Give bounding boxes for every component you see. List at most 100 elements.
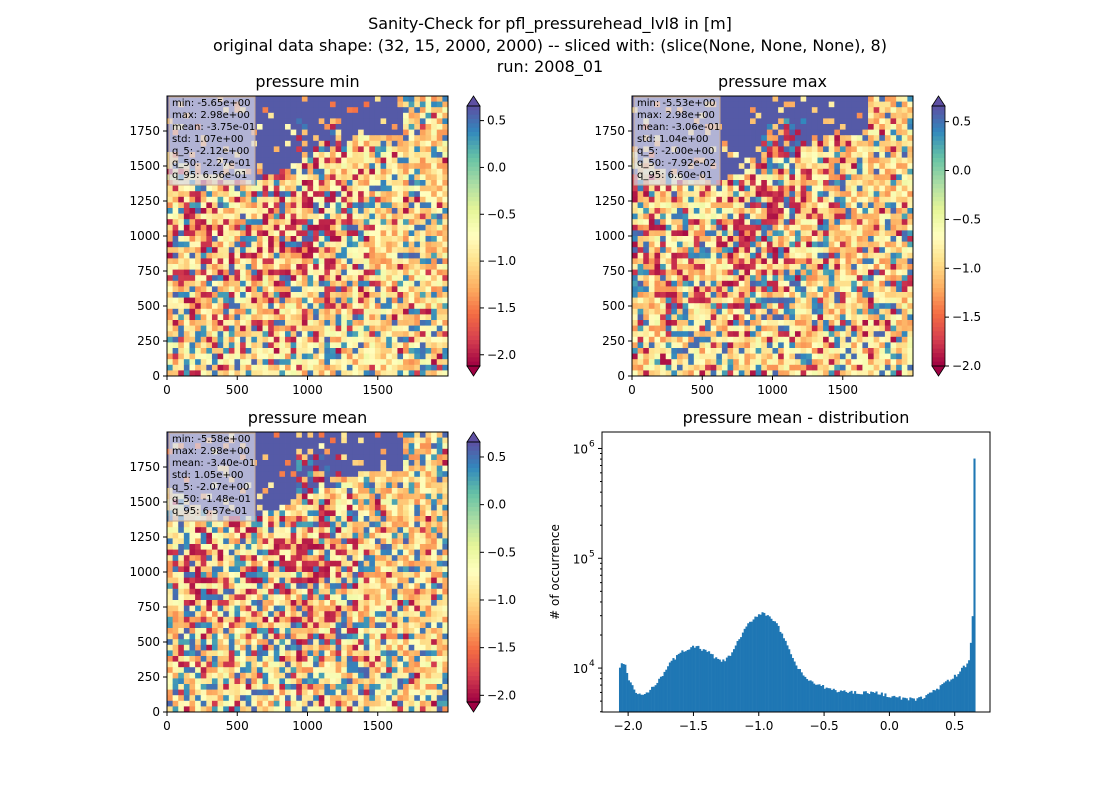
heatmap-cell (425, 224, 432, 231)
heatmap-cell (414, 258, 421, 265)
heatmap-cell (845, 348, 852, 354)
heatmap-cell (817, 269, 824, 276)
heatmap-cell (195, 196, 202, 203)
heatmap-cell (705, 348, 712, 354)
heatmap-cell (901, 280, 908, 287)
heatmap-cell (817, 236, 824, 242)
heatmap-cell (363, 297, 370, 304)
heatmap-cell (240, 258, 247, 265)
heatmap-cell (811, 208, 818, 214)
heatmap-cell (823, 353, 830, 360)
heatmap-cell (403, 202, 410, 209)
heatmap-cell (397, 325, 404, 332)
heatmap-cell (256, 157, 263, 164)
heatmap-cell (817, 280, 824, 287)
heatmap-cell (183, 303, 190, 310)
heatmap-cell (823, 264, 830, 270)
heatmap-cell (907, 140, 914, 147)
heatmap-cell (828, 224, 835, 231)
heatmap-cell (386, 275, 393, 282)
heatmap-cell (442, 146, 449, 153)
heatmap-cell (811, 230, 818, 237)
heatmap-cell (307, 112, 314, 119)
heatmap-cell (307, 292, 314, 298)
heatmap-cell (431, 320, 438, 326)
heatmap-cell (369, 370, 376, 377)
heatmap-cell (324, 202, 331, 209)
heatmap-cell (637, 236, 644, 242)
heatmap-cell (217, 348, 224, 354)
heatmap-cell (727, 196, 734, 203)
heatmap-cell (195, 185, 202, 192)
heatmap-cell (217, 280, 224, 287)
heatmap-cell (200, 224, 207, 231)
heatmap-cell (682, 359, 689, 366)
heatmap-cell (839, 101, 846, 108)
heatmap-cell (783, 241, 790, 248)
heatmap-cell (800, 320, 807, 326)
heatmap-cell (431, 152, 438, 158)
heatmap-cell (431, 146, 438, 153)
heatmap-cell (879, 213, 886, 220)
heatmap-cell (431, 280, 438, 287)
heatmap-cell (329, 258, 336, 265)
heatmap-cell (189, 308, 196, 315)
heatmap-cell (856, 331, 863, 338)
heatmap-cell (369, 168, 376, 175)
heatmap-cell (436, 163, 443, 170)
heatmap-cell (890, 185, 897, 192)
heatmap-cell (414, 236, 421, 242)
heatmap-cell (273, 308, 280, 315)
heatmap-cell (721, 236, 728, 242)
heatmap-cell (419, 230, 426, 237)
heatmap-cell (240, 191, 247, 198)
heatmap-cell (744, 280, 751, 287)
heatmap-cell (750, 101, 757, 108)
heatmap-cell (811, 236, 818, 242)
heatmap-cell (346, 107, 353, 114)
heatmap-cell (761, 146, 768, 153)
heatmap-cell (727, 140, 734, 147)
heatmap-cell (431, 135, 438, 142)
heatmap-cell (778, 157, 785, 164)
heatmap-cell (693, 342, 700, 349)
heatmap-cell (217, 292, 224, 298)
heatmap-cell (811, 275, 818, 282)
heatmap-cell (682, 280, 689, 287)
heatmap-cell (234, 191, 241, 198)
heatmap-cell (358, 208, 365, 214)
heatmap-cell (789, 168, 796, 175)
heatmap-cell (834, 286, 841, 293)
heatmap-cell (761, 224, 768, 231)
colorbar-segment (467, 140, 480, 146)
heatmap-cell (273, 342, 280, 349)
heatmap-cell (273, 252, 280, 259)
heatmap-cell (341, 174, 348, 181)
heatmap-cell (436, 168, 443, 175)
heatmap-cell (800, 258, 807, 265)
heatmap-cell (744, 303, 751, 310)
heatmap-cell (823, 342, 830, 349)
heatmap-cell (873, 129, 880, 136)
heatmap-cell (273, 359, 280, 366)
heatmap-cell (699, 336, 706, 343)
heatmap-cell (811, 135, 818, 142)
heatmap-cell (727, 325, 734, 332)
heatmap-cell (660, 224, 667, 231)
heatmap-cell (318, 124, 325, 130)
heatmap-cell (262, 185, 269, 192)
heatmap-cell (189, 264, 196, 270)
heatmap-cell (167, 191, 174, 198)
heatmap-cell (890, 168, 897, 175)
heatmap-cell (851, 258, 858, 265)
heatmap-cell (761, 320, 768, 326)
heatmap-cell (676, 331, 683, 338)
heatmap-cell (200, 275, 207, 282)
heatmap-cell (324, 280, 331, 287)
heatmap-cell (845, 146, 852, 153)
heatmap-cell (839, 140, 846, 147)
heatmap-cell (682, 292, 689, 298)
heatmap-cell (200, 185, 207, 192)
heatmap-cell (245, 286, 252, 293)
heatmap-cell (341, 101, 348, 108)
